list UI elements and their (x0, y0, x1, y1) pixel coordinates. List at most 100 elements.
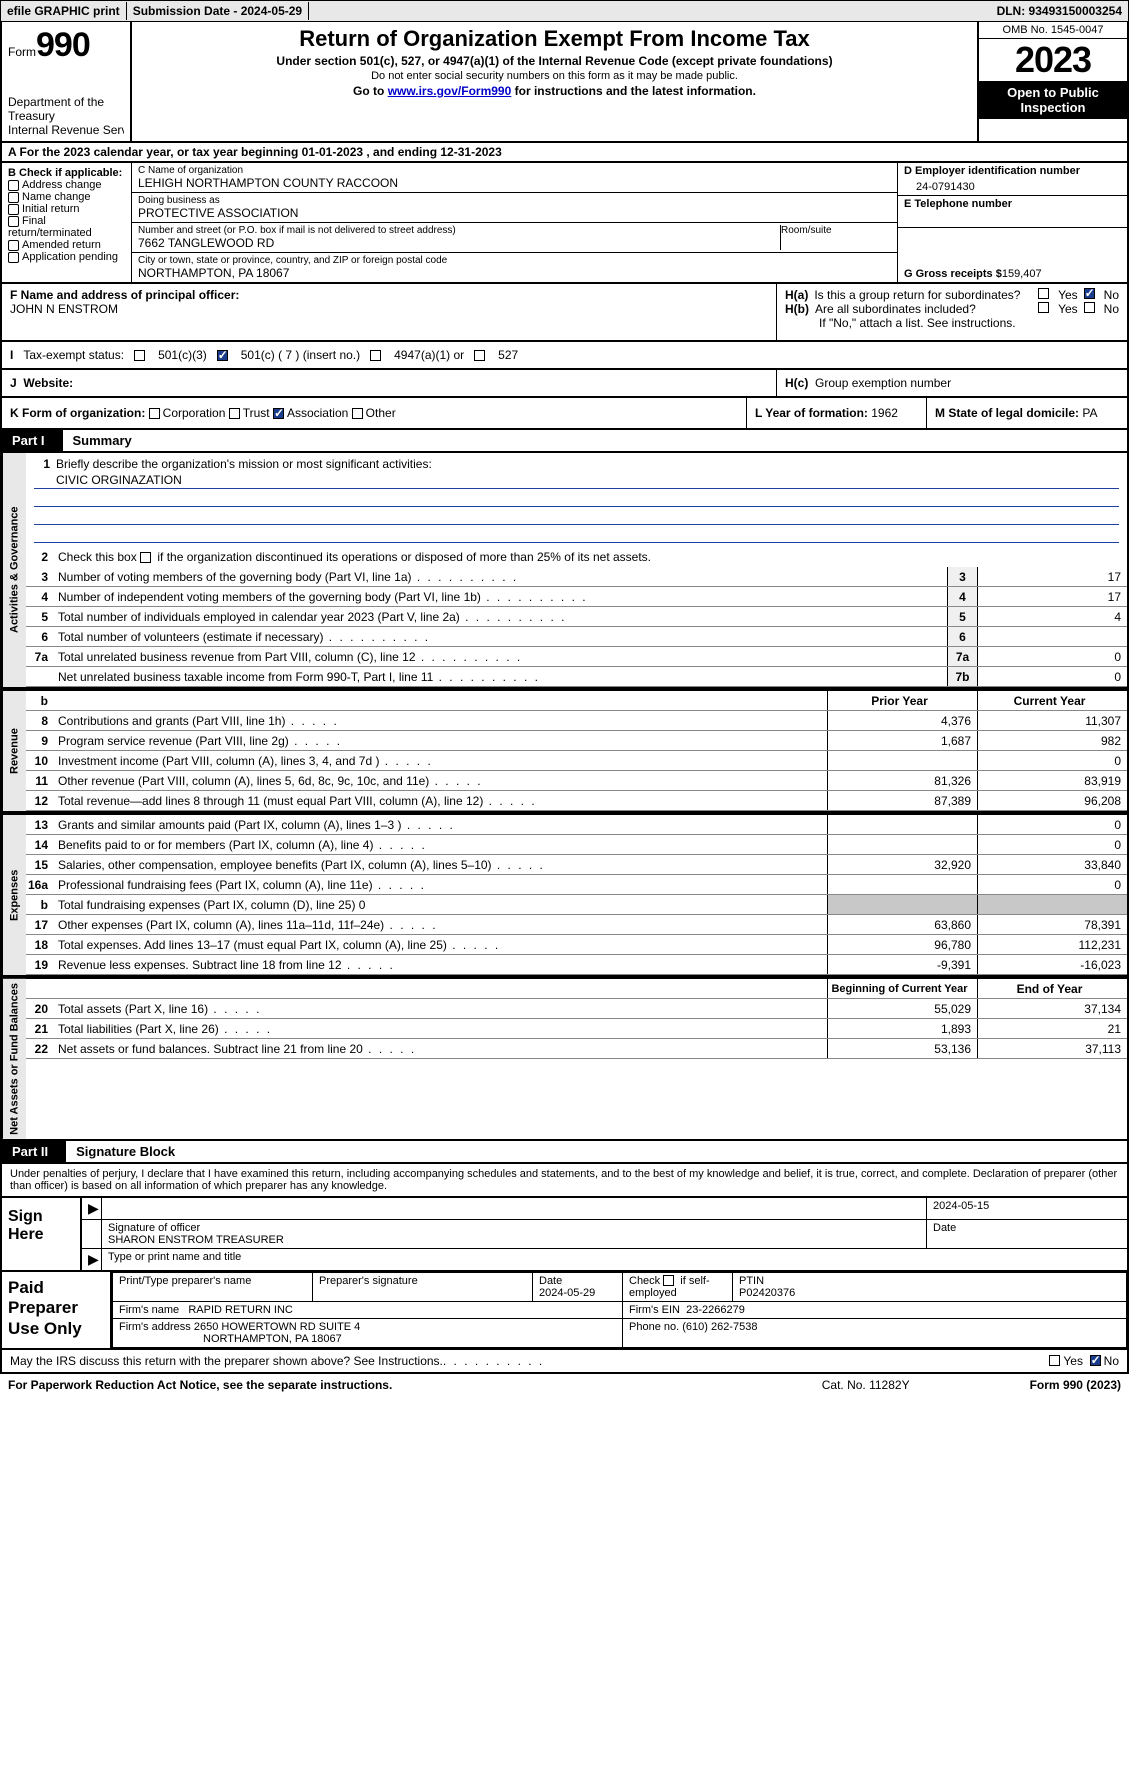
hdr-prior-year: Prior Year (827, 691, 977, 710)
chk-discontinued[interactable] (140, 552, 151, 563)
col-c-org-info: C Name of organization LEHIGH NORTHAMPTO… (132, 163, 897, 282)
ein: 24-0791430 (904, 177, 1121, 193)
chk-self-employed[interactable] (663, 1275, 674, 1286)
arrow-icon: ▶ (82, 1198, 102, 1219)
dba: PROTECTIVE ASSOCIATION (138, 206, 891, 220)
gross-receipts: 159,407 (1002, 268, 1042, 280)
summary-row: 16aProfessional fundraising fees (Part I… (26, 875, 1127, 895)
form-title: Return of Organization Exempt From Incom… (140, 26, 969, 52)
chk-ha-yes[interactable] (1038, 288, 1049, 299)
summary-row: 18Total expenses. Add lines 13–17 (must … (26, 935, 1127, 955)
form-word: Form (8, 45, 36, 59)
summary-row: 3Number of voting members of the governi… (26, 567, 1127, 587)
row-f-h: F Name and address of principal officer:… (0, 284, 1129, 342)
dept-treasury: Department of the Treasury (8, 95, 124, 123)
summary-row: 17Other expenses (Part IX, column (A), l… (26, 915, 1127, 935)
chk-hb-yes[interactable] (1038, 302, 1049, 313)
arrow-icon: ▶ (82, 1249, 102, 1270)
efile-label[interactable]: efile GRAPHIC print (1, 2, 127, 20)
chk-other[interactable] (352, 408, 363, 419)
chk-discuss-yes[interactable] (1049, 1355, 1060, 1366)
summary-row: 8Contributions and grants (Part VIII, li… (26, 711, 1127, 731)
chk-corp[interactable] (149, 408, 160, 419)
row-k-form-org: K Form of organization: Corporation Trus… (0, 398, 1129, 430)
firm-phone: (610) 262-7538 (682, 1321, 757, 1333)
summary-row: 20Total assets (Part X, line 16)55,02937… (26, 999, 1127, 1019)
summary-row: 22Net assets or fund balances. Subtract … (26, 1039, 1127, 1059)
summary-row: 9Program service revenue (Part VIII, lin… (26, 731, 1127, 751)
form-subtitle-3: Go to www.irs.gov/Form990 for instructio… (140, 84, 969, 98)
ptin: P02420376 (739, 1287, 795, 1299)
summary-row: Net unrelated business taxable income fr… (26, 667, 1127, 687)
chk-501c3[interactable] (134, 350, 145, 361)
part-i-header: Part I Summary (0, 430, 1129, 453)
summary-row: 7aTotal unrelated business revenue from … (26, 647, 1127, 667)
col-d-ein-block: D Employer identification number 24-0791… (897, 163, 1127, 282)
discuss-row: May the IRS discuss this return with the… (0, 1350, 1129, 1374)
hdr-beginning-year: Beginning of Current Year (827, 979, 977, 998)
summary-governance: Activities & Governance 1Briefly describ… (0, 453, 1129, 689)
mission-text: CIVIC ORGINAZATION (34, 473, 1119, 489)
cat-no: Cat. No. 11282Y (822, 1378, 910, 1392)
row-j-website: J Website: H(c) Group exemption number (0, 370, 1129, 398)
summary-row: 21Total liabilities (Part X, line 26)1,8… (26, 1019, 1127, 1039)
sign-here-block: Sign Here ▶ 2024-05-15 Signature of offi… (0, 1198, 1129, 1272)
chk-501c[interactable] (217, 350, 228, 361)
form-header: Form990 Department of the Treasury Inter… (0, 22, 1129, 143)
firm-addr1: 2650 HOWERTOWN RD SUITE 4 (194, 1321, 360, 1333)
summary-row: 19Revenue less expenses. Subtract line 1… (26, 955, 1127, 975)
hdr-current-year: Current Year (977, 691, 1127, 710)
year-formation: 1962 (871, 406, 898, 420)
chk-application-pending[interactable] (8, 252, 19, 263)
row-i-tax-status: I Tax-exempt status: 501(c)(3) 501(c) ( … (0, 342, 1129, 370)
summary-expenses: Expenses 13Grants and similar amounts pa… (0, 813, 1129, 977)
city-state-zip: NORTHAMPTON, PA 18067 (138, 266, 891, 280)
irs-label: Internal Revenue Service (8, 123, 124, 137)
chk-discuss-no[interactable] (1090, 1355, 1101, 1366)
street-address: 7662 TANGLEWOOD RD (138, 236, 780, 250)
tax-year: 2023 (979, 39, 1127, 81)
summary-row: 15Salaries, other compensation, employee… (26, 855, 1127, 875)
summary-row: 13Grants and similar amounts paid (Part … (26, 815, 1127, 835)
summary-row: bTotal fundraising expenses (Part IX, co… (26, 895, 1127, 915)
dln: DLN: 93493150003254 (991, 2, 1128, 20)
part-ii-header: Part II Signature Block (0, 1141, 1129, 1164)
irs-link[interactable]: www.irs.gov/Form990 (388, 84, 512, 98)
form-subtitle-1: Under section 501(c), 527, or 4947(a)(1)… (140, 54, 969, 68)
chk-address-change[interactable] (8, 180, 19, 191)
summary-revenue: Revenue b Prior Year Current Year 8Contr… (0, 689, 1129, 813)
vtab-expenses: Expenses (2, 815, 26, 975)
firm-name: RAPID RETURN INC (188, 1304, 293, 1316)
chk-assoc[interactable] (273, 408, 284, 419)
summary-row: 5Total number of individuals employed in… (26, 607, 1127, 627)
chk-amended-return[interactable] (8, 240, 19, 251)
vtab-net-assets: Net Assets or Fund Balances (2, 979, 26, 1139)
chk-initial-return[interactable] (8, 204, 19, 215)
row-a-tax-year: A For the 2023 calendar year, or tax yea… (0, 143, 1129, 163)
sign-date: 2024-05-15 (927, 1198, 1127, 1219)
summary-row: 11Other revenue (Part VIII, column (A), … (26, 771, 1127, 791)
chk-final-return[interactable] (8, 216, 19, 227)
chk-hb-no[interactable] (1084, 302, 1095, 313)
chk-name-change[interactable] (8, 192, 19, 203)
sig-intro: Under penalties of perjury, I declare th… (0, 1164, 1129, 1198)
form-subtitle-2: Do not enter social security numbers on … (140, 70, 969, 82)
principal-officer: JOHN N ENSTROM (10, 302, 768, 316)
chk-4947[interactable] (370, 350, 381, 361)
firm-addr2: NORTHAMPTON, PA 18067 (119, 1333, 342, 1345)
col-b-checkboxes: B Check if applicable: Address change Na… (2, 163, 132, 282)
chk-ha-no[interactable] (1084, 288, 1095, 299)
summary-row: 4Number of independent voting members of… (26, 587, 1127, 607)
officer-name: SHARON ENSTROM TREASURER (108, 1234, 920, 1246)
submission-date: Submission Date - 2024-05-29 (127, 2, 309, 20)
header-identity-block: B Check if applicable: Address change Na… (0, 163, 1129, 284)
footer: For Paperwork Reduction Act Notice, see … (0, 1374, 1129, 1396)
summary-row: 10Investment income (Part VIII, column (… (26, 751, 1127, 771)
open-to-public: Open to Public Inspection (979, 81, 1127, 119)
chk-trust[interactable] (229, 408, 240, 419)
form-footer: Form 990 (2023) (1030, 1378, 1121, 1392)
chk-527[interactable] (474, 350, 485, 361)
summary-row: 6Total number of volunteers (estimate if… (26, 627, 1127, 647)
vtab-governance: Activities & Governance (2, 453, 26, 687)
org-name: LEHIGH NORTHAMPTON COUNTY RACCOON (138, 176, 891, 190)
